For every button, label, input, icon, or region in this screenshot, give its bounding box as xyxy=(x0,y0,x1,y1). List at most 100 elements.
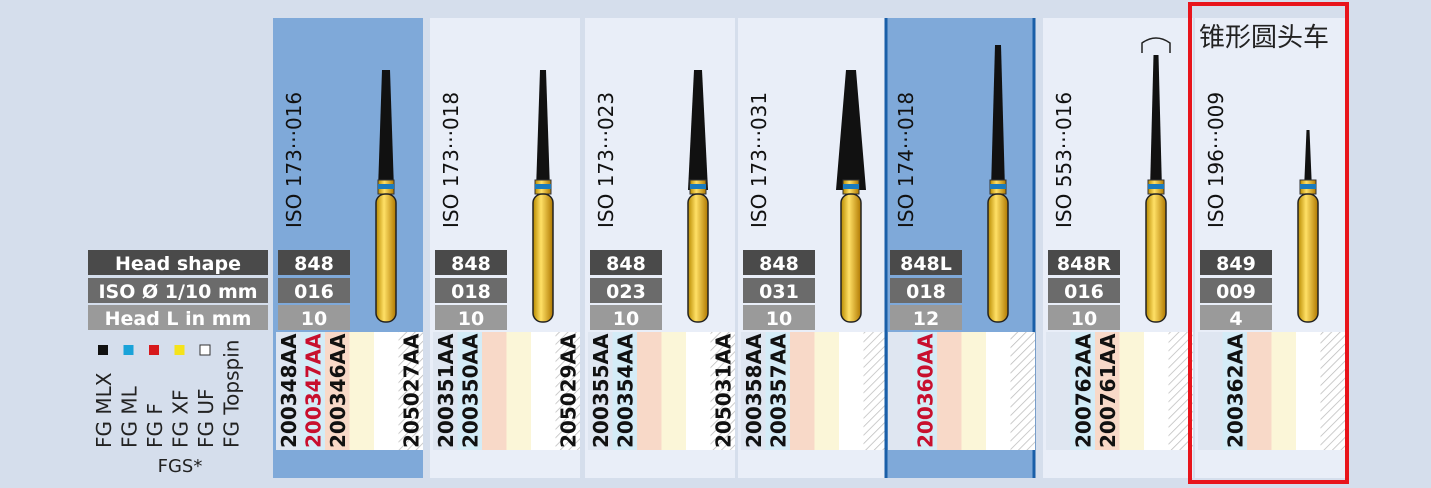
spec-value: 848 xyxy=(451,253,491,275)
spec-value: 016 xyxy=(294,281,334,303)
order-code: 200762AA xyxy=(1072,333,1096,448)
code-strip xyxy=(531,332,556,450)
iso-label: ISO 196···009 xyxy=(1204,92,1228,228)
grit-label: FG F xyxy=(143,403,167,448)
bur-ring xyxy=(535,184,551,189)
code-strip xyxy=(482,332,507,450)
code-strip xyxy=(765,332,790,450)
iso-label: ISO 553···016 xyxy=(1052,92,1076,228)
code-strip xyxy=(1320,332,1345,450)
bur-icon xyxy=(1141,37,1171,53)
spec-value: 848 xyxy=(759,253,799,275)
bur-shank xyxy=(375,193,397,323)
bur-head xyxy=(991,45,1005,190)
grit-label: FG Topspin xyxy=(220,340,244,448)
code-strip xyxy=(555,332,580,450)
row-label-bg xyxy=(88,250,268,275)
spec-value: 10 xyxy=(301,308,327,330)
spec-bg xyxy=(590,250,662,275)
code-strip xyxy=(814,332,839,450)
grit-label: FG XF xyxy=(169,389,193,448)
order-code: 200347AA xyxy=(302,333,326,448)
spec-value: 10 xyxy=(1071,308,1097,330)
spec-value: 848R xyxy=(1057,253,1112,275)
order-code: 200350AA xyxy=(459,333,483,448)
bur-ring xyxy=(990,184,1006,189)
code-strip xyxy=(741,332,766,450)
bur-ring xyxy=(843,184,859,189)
code-strip xyxy=(506,332,531,450)
grit-swatch xyxy=(123,345,134,355)
spec-bg xyxy=(590,305,662,330)
spec-bg xyxy=(278,250,350,275)
bur-head xyxy=(836,70,866,190)
code-strip xyxy=(349,332,374,450)
order-code: 205031AA xyxy=(712,333,736,448)
code-strip xyxy=(1119,332,1144,450)
bur-shank xyxy=(987,193,1009,323)
order-code: 200358AA xyxy=(742,333,766,448)
spec-bg xyxy=(590,278,662,303)
spec-value: 12 xyxy=(913,308,939,330)
row-label-bg xyxy=(88,278,268,303)
bur-head xyxy=(378,70,394,190)
order-code: 200346AA xyxy=(326,333,350,448)
order-code: 205029AA xyxy=(557,333,581,448)
iso-label: ISO 174···018 xyxy=(894,92,918,228)
code-strip xyxy=(374,332,399,450)
code-strip xyxy=(937,332,962,450)
code-strip xyxy=(1198,332,1223,450)
spec-bg xyxy=(435,278,507,303)
bur-shank xyxy=(1297,193,1319,323)
code-strip xyxy=(1271,332,1296,450)
section-heading: 锥形圆头车 xyxy=(1199,23,1329,53)
code-strip xyxy=(888,332,913,450)
code-strip xyxy=(325,332,350,450)
order-code: 200761AA xyxy=(1096,333,1120,448)
grit-label: FG UF xyxy=(194,388,218,448)
spec-bg xyxy=(1200,278,1272,303)
row-label-bg xyxy=(88,305,268,330)
bur-ring xyxy=(1148,184,1164,189)
code-strip xyxy=(1247,332,1272,450)
spec-bg xyxy=(1048,278,1120,303)
iso-label: ISO 173···016 xyxy=(282,92,306,228)
row-label: ISO Ø 1/10 mm xyxy=(98,281,257,303)
spec-bg xyxy=(1200,305,1272,330)
selection-outline xyxy=(1188,2,1349,484)
spec-bg xyxy=(890,250,962,275)
code-strip xyxy=(1222,332,1247,450)
bur-ring xyxy=(378,184,394,189)
code-strip xyxy=(686,332,711,450)
order-code: 205027AA xyxy=(400,333,424,448)
spec-value: 023 xyxy=(606,281,646,303)
spec-bg xyxy=(743,250,815,275)
bur-head xyxy=(1304,130,1312,190)
code-strip xyxy=(1046,332,1071,450)
order-code: 200354AA xyxy=(614,333,638,448)
spec-bg xyxy=(1048,250,1120,275)
legend-footer: FGS* xyxy=(158,456,203,477)
code-strip xyxy=(661,332,686,450)
spec-bg xyxy=(743,305,815,330)
code-strip xyxy=(457,332,482,450)
spec-bg xyxy=(743,278,815,303)
bur-shank xyxy=(1145,193,1167,323)
spec-value: 018 xyxy=(906,281,946,303)
row-label: Head L in mm xyxy=(105,308,252,330)
grit-swatch xyxy=(149,345,159,355)
spec-value: 009 xyxy=(1216,281,1256,303)
code-strip xyxy=(986,332,1011,450)
spec-bg xyxy=(435,250,507,275)
order-code: 200355AA xyxy=(589,333,613,448)
spec-value: 016 xyxy=(1064,281,1104,303)
bur-head xyxy=(536,70,550,190)
spec-value: 848L xyxy=(900,253,952,275)
grit-swatch xyxy=(174,345,185,355)
code-strip xyxy=(710,332,735,450)
spec-value: 848 xyxy=(294,253,334,275)
bur-ring xyxy=(690,184,706,189)
spec-bg xyxy=(890,305,962,330)
order-code: 200357AA xyxy=(767,333,791,448)
order-code: 200362AA xyxy=(1224,333,1248,448)
